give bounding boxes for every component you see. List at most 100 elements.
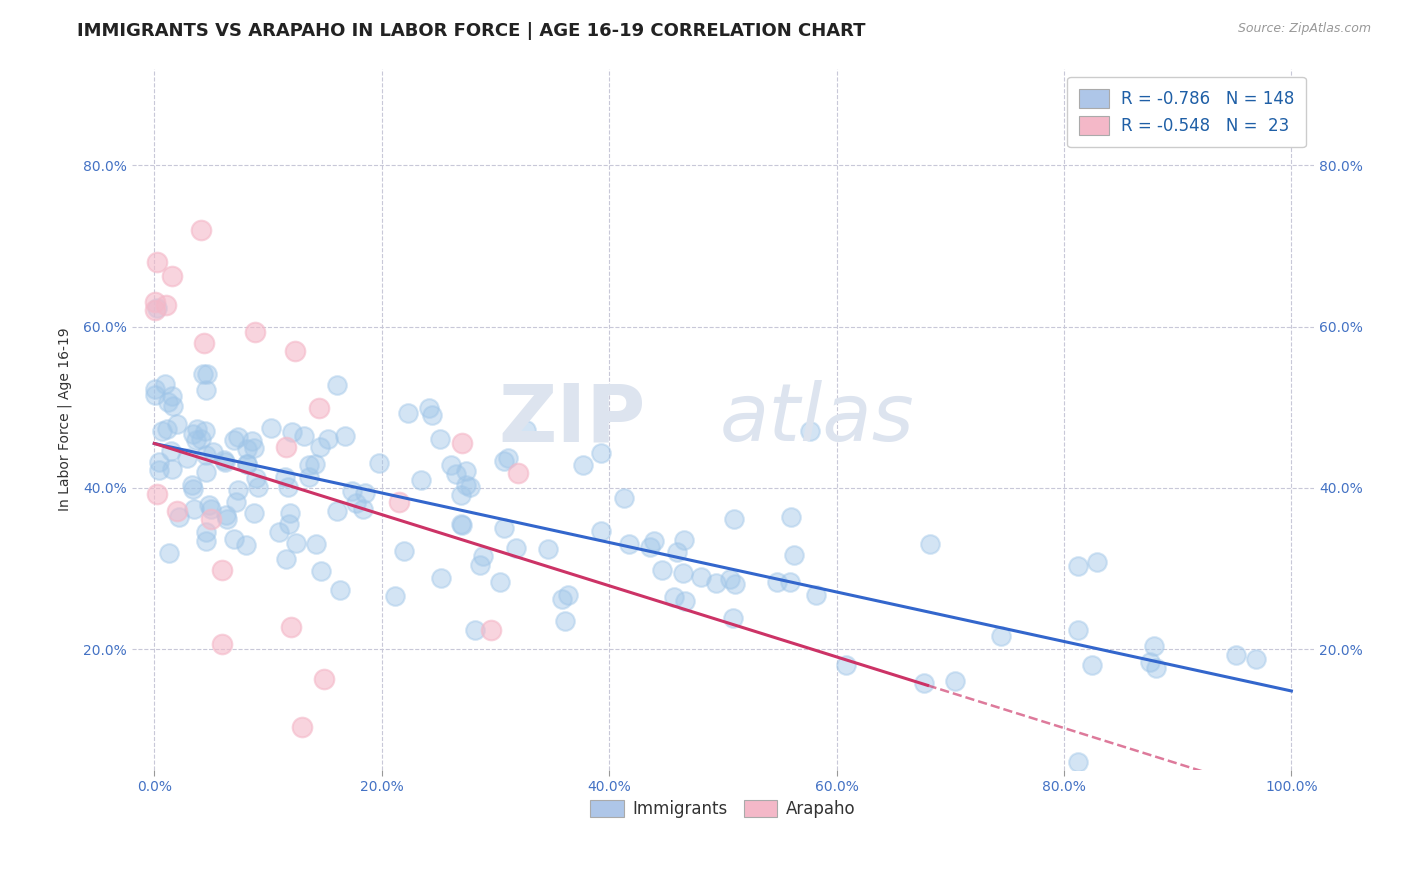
Point bbox=[167, 510, 190, 524]
Point bbox=[422, 408, 444, 422]
Point bbox=[1085, 555, 1108, 569]
Point bbox=[284, 343, 307, 358]
Point bbox=[316, 433, 339, 447]
Point bbox=[260, 421, 283, 435]
Point bbox=[325, 378, 347, 392]
Point bbox=[494, 521, 516, 535]
Point bbox=[225, 495, 247, 509]
Point bbox=[666, 545, 689, 559]
Point bbox=[236, 457, 259, 471]
Text: IMMIGRANTS VS ARAPAHO IN LABOR FORCE | AGE 16-19 CORRELATION CHART: IMMIGRANTS VS ARAPAHO IN LABOR FORCE | A… bbox=[77, 22, 866, 40]
Point bbox=[314, 672, 336, 686]
Point bbox=[157, 546, 180, 560]
Point bbox=[1067, 755, 1090, 769]
Point bbox=[353, 486, 375, 500]
Point bbox=[146, 255, 169, 269]
Point bbox=[193, 335, 215, 350]
Text: atlas: atlas bbox=[720, 380, 915, 458]
Point bbox=[344, 496, 367, 510]
Point bbox=[456, 477, 478, 491]
Point bbox=[215, 511, 238, 525]
Point bbox=[195, 533, 218, 548]
Point bbox=[429, 432, 451, 446]
Point bbox=[197, 367, 219, 381]
Point bbox=[155, 298, 177, 312]
Point bbox=[780, 510, 803, 524]
Point bbox=[166, 417, 188, 432]
Point bbox=[326, 504, 349, 518]
Point bbox=[450, 488, 472, 502]
Point bbox=[195, 383, 218, 397]
Point bbox=[468, 558, 491, 572]
Point bbox=[990, 630, 1012, 644]
Point bbox=[1139, 655, 1161, 669]
Point bbox=[201, 445, 224, 459]
Point bbox=[278, 516, 301, 531]
Point bbox=[409, 473, 432, 487]
Point bbox=[186, 422, 208, 436]
Point bbox=[384, 590, 406, 604]
Point bbox=[143, 303, 166, 318]
Point bbox=[673, 533, 696, 547]
Point bbox=[184, 433, 207, 447]
Point bbox=[143, 388, 166, 402]
Point bbox=[162, 269, 184, 284]
Point bbox=[215, 508, 238, 523]
Point bbox=[277, 480, 299, 494]
Point bbox=[515, 423, 537, 437]
Point bbox=[274, 440, 297, 454]
Point bbox=[245, 470, 267, 484]
Point bbox=[333, 429, 356, 443]
Y-axis label: In Labor Force | Age 16-19: In Labor Force | Age 16-19 bbox=[58, 327, 72, 511]
Point bbox=[198, 499, 221, 513]
Point bbox=[690, 570, 713, 584]
Point bbox=[554, 614, 576, 628]
Point bbox=[1244, 652, 1267, 666]
Point bbox=[799, 424, 821, 438]
Point bbox=[156, 422, 179, 436]
Point bbox=[418, 401, 440, 415]
Point bbox=[723, 512, 745, 526]
Point bbox=[267, 524, 290, 539]
Point bbox=[235, 538, 257, 552]
Point bbox=[471, 549, 494, 563]
Point bbox=[835, 657, 858, 672]
Point bbox=[298, 458, 321, 472]
Point bbox=[190, 432, 212, 446]
Point bbox=[508, 466, 530, 480]
Point bbox=[766, 575, 789, 590]
Point bbox=[280, 620, 302, 634]
Point bbox=[444, 467, 467, 481]
Point bbox=[211, 637, 233, 651]
Point bbox=[157, 395, 180, 409]
Point bbox=[651, 563, 673, 577]
Point bbox=[190, 223, 212, 237]
Point bbox=[166, 504, 188, 518]
Point bbox=[236, 442, 259, 456]
Point bbox=[572, 458, 595, 473]
Point bbox=[160, 462, 183, 476]
Point bbox=[613, 491, 636, 506]
Point bbox=[1081, 658, 1104, 673]
Point bbox=[638, 540, 661, 554]
Point bbox=[284, 536, 307, 550]
Point bbox=[943, 674, 966, 689]
Point bbox=[704, 576, 727, 591]
Point bbox=[396, 406, 419, 420]
Point bbox=[451, 436, 474, 450]
Point bbox=[464, 623, 486, 637]
Point bbox=[181, 478, 204, 492]
Point bbox=[724, 577, 747, 591]
Point bbox=[388, 495, 411, 509]
Point bbox=[183, 502, 205, 516]
Point bbox=[1142, 639, 1164, 653]
Point bbox=[194, 424, 217, 438]
Point bbox=[200, 512, 222, 526]
Point bbox=[146, 301, 169, 316]
Point bbox=[311, 564, 333, 578]
Point bbox=[673, 594, 696, 608]
Point bbox=[276, 551, 298, 566]
Point bbox=[214, 455, 236, 469]
Point bbox=[1144, 661, 1167, 675]
Point bbox=[783, 548, 806, 562]
